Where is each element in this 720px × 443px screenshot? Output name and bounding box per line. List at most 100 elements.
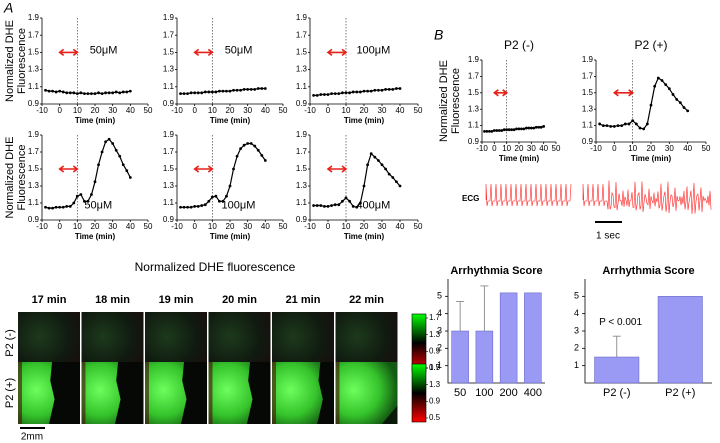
colorbar xyxy=(411,363,427,423)
x-tick-label: P2 (+) xyxy=(665,387,695,399)
y-tick-label: 1.5 xyxy=(28,48,40,57)
data-point xyxy=(235,88,239,92)
data-point xyxy=(54,205,58,209)
data-point xyxy=(242,87,246,91)
x-tick-label: 40 xyxy=(261,222,270,231)
data-point xyxy=(47,206,51,210)
y-tick-label: 1.3 xyxy=(296,181,308,190)
data-point xyxy=(58,89,62,93)
bar xyxy=(499,292,518,384)
bar xyxy=(657,296,703,384)
chart-title: P2 (-) xyxy=(504,38,534,52)
data-point xyxy=(323,93,326,96)
x-tick-label: 0 xyxy=(326,106,331,115)
x-tick-label: 50 xyxy=(414,222,423,231)
y-tick-label: 1.7 xyxy=(28,30,40,39)
data-point xyxy=(189,91,193,95)
stimulus-arrow xyxy=(193,48,214,57)
data-point xyxy=(351,205,355,208)
y-axis-label: Normalized DHE xyxy=(4,137,16,219)
data-point xyxy=(337,92,341,96)
data-point xyxy=(330,204,333,207)
row-label: P2 (-) xyxy=(4,329,16,357)
data-point xyxy=(232,88,235,92)
data-point xyxy=(492,129,496,132)
data-point xyxy=(249,142,253,145)
data-point xyxy=(203,90,207,94)
data-point xyxy=(218,199,221,203)
x-tick-label: 10 xyxy=(628,144,637,153)
data-point xyxy=(51,206,54,210)
y-tick-label: 0.9 xyxy=(28,215,40,224)
data-point xyxy=(235,154,239,158)
data-point xyxy=(348,91,351,95)
data-point xyxy=(61,90,65,94)
chart-title: Arrhythmia Score xyxy=(602,265,694,277)
data-point xyxy=(246,142,250,145)
colorbar-tick-label: 1.3 xyxy=(429,380,441,389)
y-tick-label: 1.3 xyxy=(28,181,40,190)
data-point xyxy=(532,126,536,130)
data-point xyxy=(97,91,100,95)
data-point xyxy=(649,103,653,107)
data-point xyxy=(355,205,359,209)
y-tick-label: 0.9 xyxy=(28,99,40,108)
data-point xyxy=(500,129,504,132)
y-tick-label: 1.7 xyxy=(28,147,40,156)
x-tick-label: -10 xyxy=(476,144,488,153)
data-point xyxy=(362,89,366,93)
x-tick-label: 10 xyxy=(208,106,217,115)
x-tick-label: 0 xyxy=(326,222,331,231)
y-tick-label: 1.9 xyxy=(163,13,175,22)
x-tick-label: P2 (-) xyxy=(603,387,631,399)
x-axis-label: Time (min) xyxy=(75,232,116,241)
x-tick-label: 50 xyxy=(702,144,711,153)
x-tick-label: 40 xyxy=(261,106,270,115)
heatmap-red-edge xyxy=(272,362,276,424)
y-tick-label: 0.9 xyxy=(163,99,175,108)
y-tick-label: 1.9 xyxy=(28,130,40,139)
error-bar xyxy=(456,301,465,331)
data-point xyxy=(678,101,682,105)
data-point xyxy=(380,163,384,167)
data-point xyxy=(627,122,631,126)
data-point xyxy=(225,194,228,198)
data-point xyxy=(193,91,197,95)
colorbar-tick-label: 1.3 xyxy=(429,330,441,339)
y-tick-label: 1.9 xyxy=(163,130,175,139)
data-point xyxy=(225,89,228,93)
y-tick-label: 1.5 xyxy=(468,88,480,97)
y-tick-label: 1.5 xyxy=(296,48,308,57)
data-point xyxy=(333,203,337,207)
data-point xyxy=(239,147,243,151)
x-tick-label: 50 xyxy=(279,106,288,115)
data-point xyxy=(203,203,207,207)
data-point xyxy=(260,87,264,90)
data-point xyxy=(507,128,511,132)
data-point xyxy=(319,204,323,207)
stimulus-arrow xyxy=(58,165,79,173)
x-tick-label: -10 xyxy=(304,222,316,231)
condition-label: 50μM xyxy=(225,45,253,57)
data-point xyxy=(377,159,380,162)
x-tick-label: 30 xyxy=(108,222,117,231)
data-point xyxy=(228,89,232,93)
data-point xyxy=(609,125,613,128)
data-point xyxy=(631,119,635,123)
data-point xyxy=(72,201,76,205)
y-axis-label: Fluorescence xyxy=(16,144,28,210)
heatmap-red-edge xyxy=(335,362,340,424)
data-point xyxy=(605,124,609,127)
y-tick-label: 1.5 xyxy=(582,88,594,97)
y-tick-label: 1.7 xyxy=(296,147,308,156)
bar xyxy=(475,330,494,384)
data-point xyxy=(312,204,315,207)
scale-bar-label: 2mm xyxy=(21,432,43,443)
data-point xyxy=(100,92,104,96)
data-point xyxy=(90,92,93,96)
data-point xyxy=(193,205,197,208)
ecg-trace xyxy=(485,183,572,207)
heatmap-dark-region xyxy=(180,362,207,424)
x-tick-label: 20 xyxy=(647,144,656,153)
data-point xyxy=(196,205,200,208)
